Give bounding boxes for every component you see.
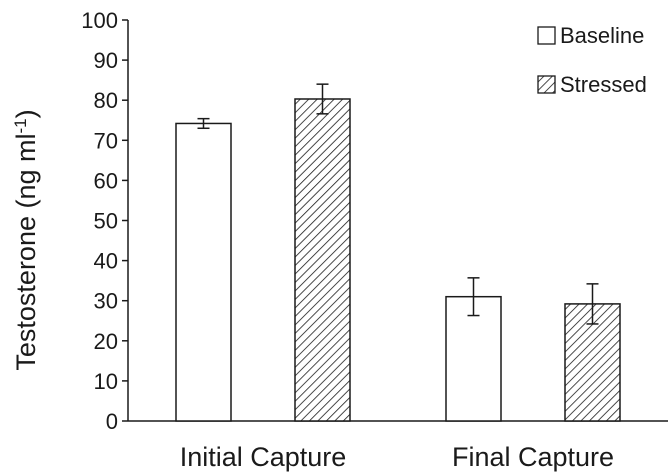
x-category-label: Initial Capture — [180, 442, 347, 472]
y-axis: 0 10 20 30 40 50 60 70 80 90 100 — [81, 8, 129, 434]
y-tick-label: 80 — [94, 88, 118, 113]
legend-swatch-baseline — [537, 26, 556, 45]
y-axis-title-superscript: -1 — [11, 118, 30, 133]
y-axis-title-close: ) — [11, 109, 41, 118]
x-axis: Initial Capture Final Capture — [128, 420, 668, 472]
bars — [175, 83, 621, 422]
y-tick-label: 90 — [94, 48, 118, 73]
y-tick-label: 70 — [94, 128, 118, 153]
legend-swatch-stressed — [537, 75, 556, 94]
y-tick-label: 10 — [94, 369, 118, 394]
y-tick-label: 0 — [106, 409, 118, 434]
legend-label-baseline: Baseline — [560, 23, 644, 48]
bar-baseline-1 — [175, 122, 232, 422]
legend-label-stressed: Stressed — [560, 72, 647, 97]
y-axis-title-text: Testosterone (ng ml — [11, 134, 41, 371]
y-tick-label: 100 — [81, 8, 118, 33]
bar-stressed-1 — [294, 98, 351, 422]
y-tick-label: 60 — [94, 168, 118, 193]
y-tick-label: 40 — [94, 249, 118, 274]
x-category-label: Final Capture — [452, 442, 614, 472]
y-axis-title: Testosterone (ng ml-1) — [11, 109, 42, 370]
legend: Baseline Stressed — [537, 23, 647, 97]
y-tick-label: 20 — [94, 329, 118, 354]
y-tick-label: 50 — [94, 209, 118, 234]
y-tick-label: 30 — [94, 289, 118, 314]
